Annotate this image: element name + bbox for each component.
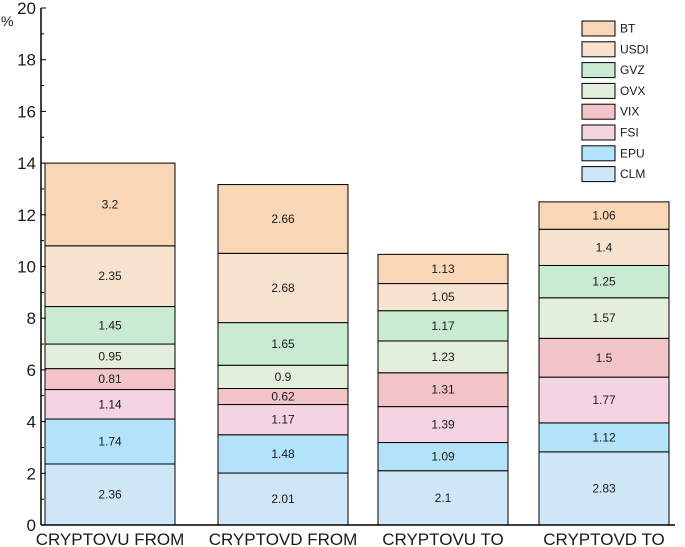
bar-segment-label: 1.06	[592, 209, 616, 223]
y-tick-label: 8	[27, 309, 36, 328]
y-tick-label: 2	[27, 464, 36, 483]
y-tick-label: 14	[17, 154, 36, 173]
bar-segment-label: 2.35	[98, 269, 122, 283]
x-category-label: CRYPTOVD TO	[543, 530, 665, 547]
bar-segment-bt-1	[44, 162, 176, 247]
bar-segment-epu-2	[217, 434, 349, 474]
bar-segment-gvz-4	[538, 264, 670, 299]
bar-segment-label: 2.66	[271, 212, 295, 226]
y-tick-label: 12	[17, 206, 36, 225]
bar-segment-fsi-4	[538, 376, 670, 424]
y-tick-label: 16	[17, 102, 36, 121]
bar-segment-label: 3.2	[102, 197, 119, 211]
bar-segment-epu-4	[538, 422, 670, 453]
bar-segment-label: 0.9	[275, 370, 292, 384]
legend-swatch-ovx	[581, 82, 616, 99]
y-axis-unit-label: %	[1, 13, 13, 29]
legend-swatch-vix	[581, 103, 616, 120]
bars-group: 2.36 1.74 1.14 0.81 0.95 1.45 2.35 3.2 2.01 1.48 1…	[44, 162, 670, 526]
bar-segment-label: 1.13	[431, 262, 455, 276]
legend-swatch-gvz	[581, 62, 616, 79]
bar-segment-bt-2	[217, 184, 349, 254]
bar-segment-epu-1	[44, 418, 176, 465]
bar-segment-label: 1.05	[431, 290, 455, 304]
bar-segment-label: 0.62	[271, 390, 295, 404]
bar-segment-epu-3	[377, 442, 509, 472]
axes-group: 0 2 4 6 8 10 12 14 16 18 20 CRYPTOVU FROM CRYPTOVD F…	[17, 0, 675, 547]
bar-segment-vix-4	[538, 337, 670, 378]
y-tick-label: 18	[17, 51, 36, 70]
bar-segment-label: 0.81	[98, 372, 122, 386]
bar-segment-vix-3	[377, 372, 509, 408]
bar-segment-label: 1.25	[592, 275, 616, 289]
legend-swatch-epu	[581, 145, 616, 162]
legend-label: USDI	[620, 42, 649, 56]
x-category-label: CRYPTOVU FROM	[36, 530, 185, 547]
bar-segment-clm-3	[377, 470, 509, 526]
bar-segment-ovx-4	[538, 297, 670, 339]
bar-segment-label: 1.65	[271, 337, 295, 351]
bar-segment-gvz-1	[44, 306, 176, 345]
y-tick-label: 6	[27, 361, 36, 380]
legend-swatch-fsi	[581, 124, 616, 141]
bar-segment-label: 2.83	[592, 481, 616, 495]
bar-segment-clm-4	[538, 451, 670, 526]
bar-segment-label: 1.31	[431, 383, 455, 397]
legend-swatch-clm	[581, 166, 616, 183]
bar-segment-label: 2.1	[435, 491, 452, 505]
legend-label: BT	[620, 22, 636, 36]
x-category-label: CRYPTOVU TO	[382, 530, 504, 547]
legend: BT USDI GVZ OVX VIX FSI EPU CLM	[581, 20, 649, 183]
bar-segment-ovx-3	[377, 340, 509, 374]
bar-segment-label: 1.23	[431, 350, 455, 364]
bar-segment-label: 1.48	[271, 447, 295, 461]
bar-segment-usdi-4	[538, 228, 670, 266]
bar-segment-label: 2.68	[271, 281, 295, 295]
bar-segment-label: 1.57	[592, 311, 616, 325]
bar-segment-label: 1.45	[98, 318, 122, 332]
bar-segment-label: 1.17	[431, 319, 455, 333]
bar-segment-label: 1.39	[431, 418, 455, 432]
x-category-label: CRYPTOVD FROM	[209, 530, 358, 547]
bar-segment-label: 1.17	[271, 413, 295, 427]
bar-segment-clm-1	[44, 463, 176, 526]
bar-segment-label: 1.12	[592, 430, 616, 444]
legend-label: OVX	[620, 84, 645, 98]
bar-segment-label: 1.4	[596, 240, 613, 254]
bar-segment-label: 2.36	[98, 487, 122, 501]
legend-label: EPU	[620, 146, 645, 160]
bar-segment-label: 0.95	[98, 349, 122, 363]
bar-segment-bt-4	[538, 201, 670, 230]
legend-label: FSI	[620, 126, 639, 140]
legend-label: VIX	[620, 105, 639, 119]
bar-segment-bt-3	[377, 253, 509, 285]
legend-label: GVZ	[620, 63, 645, 77]
bar-segment-gvz-3	[377, 310, 509, 342]
bar-segment-label: 2.01	[271, 492, 295, 506]
legend-label: CLM	[620, 167, 645, 181]
legend-swatch-usdi	[581, 41, 616, 58]
bar-segment-usdi-3	[377, 283, 509, 312]
y-tick-label: 10	[17, 258, 36, 277]
bar-segment-fsi-3	[377, 406, 509, 444]
bar-segment-ovx-1	[44, 343, 176, 370]
bar-segment-label: 1.5	[596, 351, 613, 365]
bar-segment-usdi-2	[217, 252, 349, 324]
bar-segment-label: 1.09	[431, 450, 455, 464]
legend-swatch-bt	[581, 20, 616, 37]
bar-segment-label: 1.74	[98, 435, 122, 449]
bar-segment-clm-2	[217, 472, 349, 526]
bar-segment-usdi-1	[44, 245, 176, 308]
y-tick-label: 0	[27, 516, 36, 535]
y-tick-label: 4	[27, 413, 36, 432]
bar-segment-label: 1.14	[98, 397, 122, 411]
bar-segment-label: 1.77	[592, 393, 616, 407]
y-tick-label: 20	[17, 0, 36, 18]
